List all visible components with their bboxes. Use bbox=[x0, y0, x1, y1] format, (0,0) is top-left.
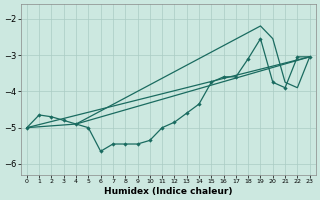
X-axis label: Humidex (Indice chaleur): Humidex (Indice chaleur) bbox=[104, 187, 233, 196]
